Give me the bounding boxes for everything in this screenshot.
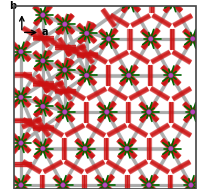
Text: b: b: [9, 1, 16, 11]
Circle shape: [147, 110, 151, 114]
Circle shape: [84, 31, 89, 36]
Circle shape: [104, 110, 109, 114]
Circle shape: [103, 183, 107, 187]
Circle shape: [41, 58, 45, 63]
Circle shape: [170, 0, 175, 5]
Circle shape: [62, 22, 67, 27]
Circle shape: [60, 183, 65, 187]
Circle shape: [83, 146, 87, 151]
Circle shape: [18, 49, 23, 54]
Circle shape: [18, 141, 23, 145]
Circle shape: [190, 36, 195, 41]
Circle shape: [189, 183, 193, 187]
Circle shape: [18, 183, 23, 187]
Circle shape: [147, 183, 151, 187]
Circle shape: [128, 0, 133, 5]
Circle shape: [84, 73, 89, 78]
Circle shape: [41, 13, 45, 17]
Circle shape: [125, 146, 129, 151]
Circle shape: [168, 146, 173, 151]
Circle shape: [168, 73, 173, 78]
Circle shape: [190, 110, 195, 114]
Circle shape: [106, 36, 111, 41]
Circle shape: [18, 95, 23, 100]
Circle shape: [126, 73, 131, 78]
Circle shape: [62, 110, 67, 114]
Text: a: a: [42, 27, 49, 37]
Circle shape: [41, 104, 45, 109]
Circle shape: [41, 146, 45, 151]
Circle shape: [148, 36, 153, 41]
Circle shape: [62, 67, 67, 72]
